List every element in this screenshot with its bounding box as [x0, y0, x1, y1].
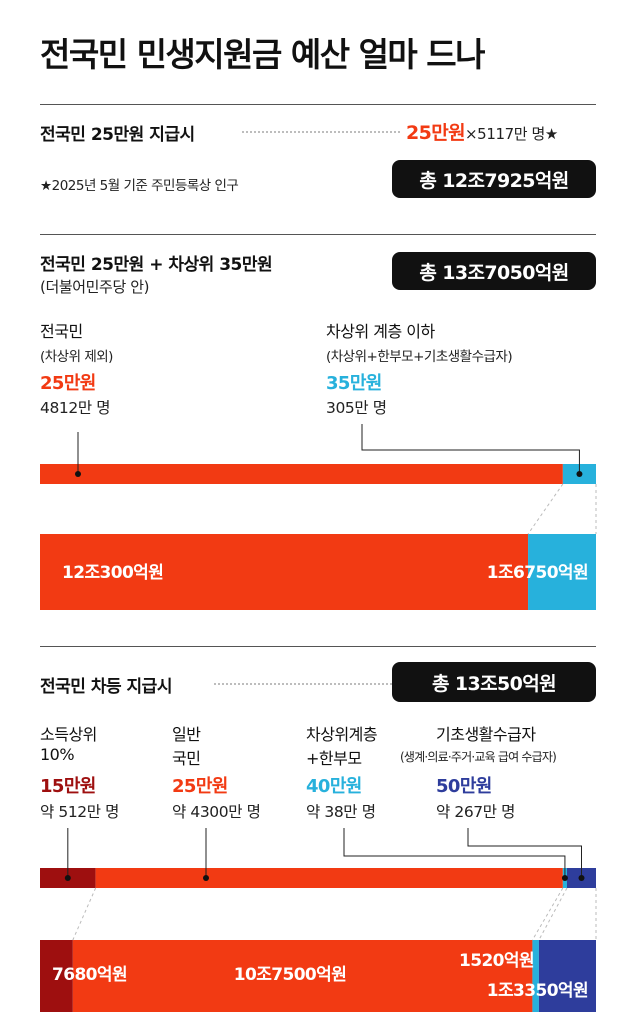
marker-dot [203, 875, 209, 881]
group-amount: 35만원 [326, 373, 382, 394]
guide-line [531, 887, 564, 941]
budget-bar-segment [72, 940, 533, 1012]
marker-dot [75, 471, 81, 477]
section2-subheading: (더불어민주당 안) [40, 278, 150, 296]
group-amount: 25만원 [40, 373, 96, 394]
section1-amount: 25만원 [406, 122, 466, 144]
population-bar-segment [95, 868, 563, 888]
marker-dot [561, 875, 568, 881]
group-amount: 15만원 [40, 776, 96, 797]
section1-heading: 전국민 25만원 지급시 [40, 125, 195, 145]
budget-bar-segment [40, 940, 73, 1012]
group-name: 기초생활수급자 [436, 725, 536, 744]
section1-note: ★2025년 5월 기준 주민등록상 인구 [40, 178, 239, 194]
section1-total-badge: 총 12조7925억원 [392, 160, 596, 198]
divider [40, 646, 596, 647]
group-population: 4812만 명 [40, 399, 111, 417]
group-note: (차상위 제외) [40, 349, 113, 365]
group-population: 305만 명 [326, 399, 387, 417]
leader-dots [214, 683, 392, 685]
divider [40, 234, 596, 235]
section1-formula-rest: ×5117만 명★ [465, 125, 558, 143]
budget-label: 1520억원 [459, 951, 534, 971]
group-population: 약 512만 명 [40, 803, 120, 821]
section2-total-badge: 총 13조7050억원 [392, 252, 596, 290]
label-connector [361, 424, 580, 474]
guide-line [72, 887, 97, 941]
budget-bar-segment [40, 534, 529, 610]
page-title: 전국민 민생지원금 예산 얼마 드나 [40, 35, 486, 74]
group-note: (차상위+한부모+기초생활수급자) [326, 349, 513, 365]
budget-bar-segment [538, 940, 596, 1012]
group-name: 소득상위 [40, 725, 97, 744]
marker-dot [64, 875, 71, 881]
budget-label: 1조6750억원 [487, 563, 588, 583]
label-connector [467, 828, 582, 878]
group-population: 약 267만 명 [436, 803, 516, 821]
label-connector [343, 828, 566, 878]
budget-label: 1조3350억원 [487, 981, 588, 1001]
guide-line [527, 483, 564, 535]
group-amount: 25만원 [172, 776, 228, 797]
marker-dot [578, 875, 585, 881]
budget-label: 7680억원 [52, 965, 127, 985]
section3-total-badge: 총 13조50억원 [392, 662, 596, 702]
section1-formula: 25만원×5117만 명★ [406, 118, 558, 145]
section3-heading: 전국민 차등 지급시 [40, 677, 172, 697]
budget-label: 10조7500억원 [234, 965, 347, 985]
group-note: (생계·의료·주거·교육 급여 수급자) [400, 750, 557, 764]
budget-bar-segment [528, 534, 596, 610]
group-population: 약 38만 명 [306, 803, 376, 821]
marker-dot [576, 471, 583, 477]
budget-label: 12조300억원 [62, 563, 163, 583]
group-name: 차상위 계층 이하 [326, 322, 435, 341]
group-name: +한부모 [306, 749, 362, 768]
section2-heading: 전국민 25만원 + 차상위 35만원 [40, 255, 273, 275]
group-name: 전국민 [40, 322, 83, 341]
leader-dots [242, 131, 400, 133]
group-name: 일반 [172, 725, 201, 744]
group-amount: 50만원 [436, 776, 492, 797]
group-name: 차상위계층 [306, 725, 378, 744]
group-name: 국민 [172, 749, 201, 768]
population-bar-segment [40, 464, 563, 484]
guide-line [538, 887, 568, 941]
group-amount: 40만원 [306, 776, 362, 797]
budget-bar-segment [532, 940, 539, 1012]
group-population: 약 4300만 명 [172, 803, 261, 821]
divider [40, 104, 596, 105]
group-name: 10% [40, 745, 75, 764]
